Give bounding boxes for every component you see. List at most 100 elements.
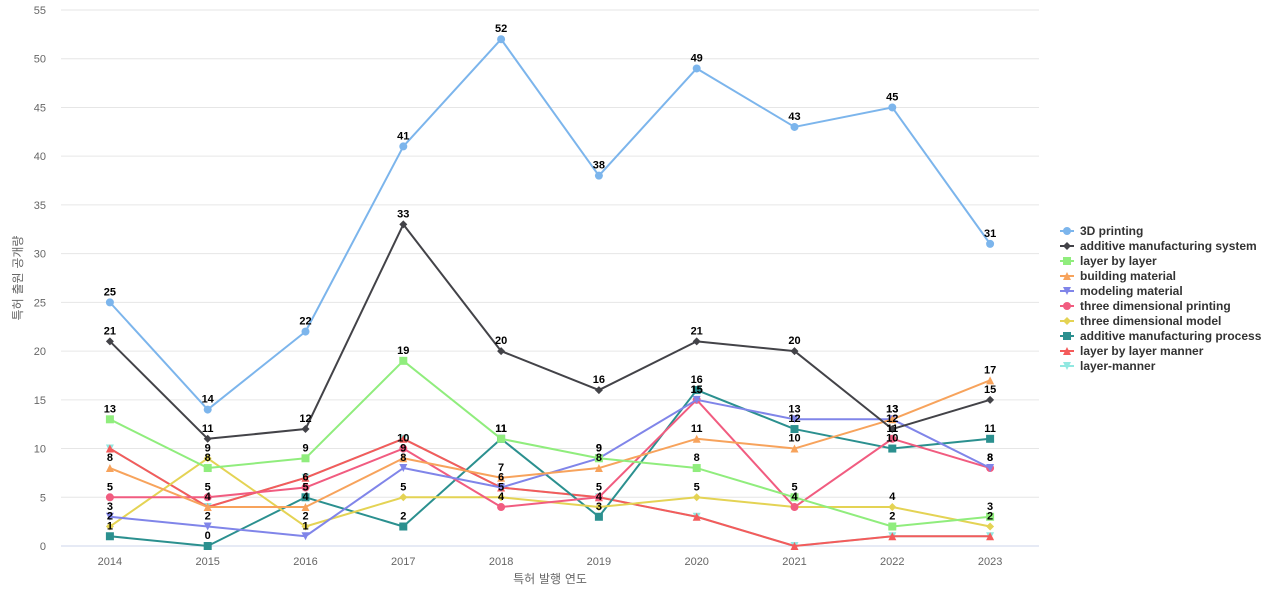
legend-marker[interactable] (1063, 242, 1071, 250)
data-point[interactable] (301, 473, 310, 482)
data-point[interactable] (497, 483, 506, 492)
legend-item[interactable]: additive manufacturing process (1060, 329, 1262, 343)
data-point[interactable] (105, 444, 114, 453)
data-point[interactable] (497, 35, 506, 44)
data-point[interactable] (301, 532, 310, 541)
data-point[interactable] (399, 356, 408, 365)
legend-item[interactable]: 3D printing (1060, 224, 1143, 238)
data-point[interactable] (301, 425, 310, 434)
data-point[interactable] (692, 464, 701, 473)
data-point[interactable] (692, 434, 701, 443)
data-point[interactable] (594, 386, 603, 395)
data-point[interactable] (888, 503, 897, 512)
data-point[interactable] (203, 493, 212, 502)
data-point[interactable] (790, 425, 799, 434)
data-point[interactable] (594, 171, 603, 180)
data-point[interactable] (986, 395, 995, 404)
data-point[interactable] (888, 434, 897, 443)
data-point[interactable] (399, 444, 408, 453)
legend-marker[interactable] (1063, 317, 1071, 325)
data-point[interactable] (399, 493, 408, 502)
legend-marker[interactable] (1063, 302, 1071, 310)
data-point[interactable] (986, 239, 995, 248)
legend-marker[interactable] (1063, 347, 1071, 355)
data-point[interactable] (790, 415, 799, 424)
legend-marker[interactable] (1063, 287, 1071, 295)
data-point[interactable] (399, 434, 408, 443)
data-point[interactable] (301, 483, 310, 492)
data-point[interactable] (790, 503, 799, 512)
data-point[interactable] (497, 434, 506, 443)
data-point[interactable] (594, 464, 603, 473)
data-point[interactable] (105, 522, 114, 531)
data-point[interactable] (301, 327, 310, 336)
data-point[interactable] (888, 444, 897, 453)
data-point[interactable] (692, 512, 701, 521)
series-line[interactable] (109, 223, 991, 440)
legend-marker[interactable] (1063, 332, 1071, 340)
data-point[interactable] (105, 415, 114, 424)
data-point[interactable] (986, 522, 995, 531)
data-point[interactable] (692, 395, 701, 404)
data-point[interactable] (986, 434, 995, 443)
series-line[interactable] (109, 38, 991, 411)
data-point[interactable] (594, 512, 603, 521)
data-point[interactable] (888, 425, 897, 434)
data-point[interactable] (399, 454, 408, 463)
data-point[interactable] (986, 512, 995, 521)
series-line[interactable] (109, 379, 991, 509)
data-point[interactable] (399, 464, 408, 473)
legend-item[interactable]: layer by layer manner (1060, 344, 1204, 358)
data-point[interactable] (497, 473, 506, 482)
data-point[interactable] (301, 493, 310, 502)
legend-item[interactable]: layer-manner (1060, 359, 1156, 373)
data-point[interactable] (888, 415, 897, 424)
series-line[interactable] (109, 398, 991, 509)
data-point[interactable] (301, 503, 310, 512)
legend-item[interactable]: three dimensional printing (1060, 299, 1231, 313)
legend-marker[interactable] (1063, 272, 1071, 280)
data-point[interactable] (203, 464, 212, 473)
data-point[interactable] (203, 454, 212, 463)
data-point[interactable] (790, 122, 799, 131)
data-point[interactable] (497, 493, 506, 502)
legend-marker[interactable] (1063, 257, 1071, 265)
data-point[interactable] (986, 464, 995, 473)
data-point[interactable] (790, 444, 799, 453)
data-point[interactable] (301, 522, 310, 531)
legend-item[interactable]: building material (1060, 269, 1176, 283)
data-point[interactable] (399, 522, 408, 531)
legend-item[interactable]: modeling material (1060, 284, 1183, 298)
data-point[interactable] (105, 298, 114, 307)
data-point[interactable] (692, 386, 701, 395)
data-point[interactable] (203, 434, 212, 443)
data-point[interactable] (790, 542, 799, 550)
data-point[interactable] (594, 493, 603, 502)
data-point[interactable] (594, 454, 603, 463)
data-point[interactable] (497, 347, 506, 356)
data-point[interactable] (888, 532, 897, 541)
data-point[interactable] (105, 337, 114, 346)
data-point[interactable] (203, 522, 212, 531)
data-point[interactable] (399, 142, 408, 151)
data-point[interactable] (790, 347, 799, 356)
data-point[interactable] (692, 493, 701, 502)
data-point[interactable] (203, 503, 212, 512)
data-point[interactable] (105, 532, 114, 541)
data-point[interactable] (986, 532, 995, 541)
legend-marker[interactable] (1063, 227, 1071, 235)
legend-item[interactable]: three dimensional model (1060, 314, 1221, 328)
data-point[interactable] (497, 503, 506, 512)
series-line[interactable] (109, 389, 991, 547)
data-point[interactable] (105, 493, 114, 502)
data-point[interactable] (105, 464, 114, 473)
legend-item[interactable]: additive manufacturing system (1060, 239, 1257, 253)
data-point[interactable] (692, 64, 701, 73)
data-point[interactable] (986, 376, 995, 385)
legend-marker[interactable] (1063, 362, 1071, 370)
data-point[interactable] (399, 220, 408, 229)
data-point[interactable] (790, 493, 799, 502)
legend-item[interactable]: layer by layer (1060, 254, 1157, 268)
data-point[interactable] (105, 512, 114, 521)
data-point[interactable] (301, 454, 310, 463)
